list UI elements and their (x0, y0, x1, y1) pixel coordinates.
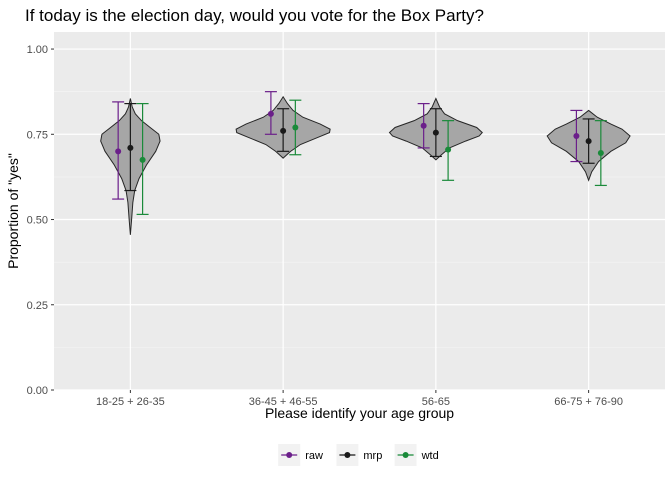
point-raw (573, 132, 580, 139)
point-raw (267, 110, 274, 117)
y-tick-label: 0.00 (27, 385, 48, 397)
y-axis-title: Proportion of "yes" (5, 153, 21, 269)
y-axis-ticks: 0.00 0.25 0.50 0.75 1.00 (27, 44, 54, 397)
point-wtd (445, 146, 452, 153)
point-raw (115, 148, 122, 155)
legend-key-point-mrp (344, 452, 351, 458)
point-wtd (139, 156, 146, 163)
point-wtd (292, 124, 299, 131)
point-mrp (127, 144, 134, 151)
x-axis-title: Please identify your age group (265, 405, 454, 421)
legend-label-raw: raw (305, 450, 323, 462)
point-mrp (432, 129, 439, 136)
legend-key-point-wtd (402, 452, 409, 458)
chart-title: If today is the election day, would you … (25, 6, 484, 25)
x-axis-ticks: 18-25 + 26-35 36-45 + 46-55 56-65 66-75 + 7… (96, 390, 623, 408)
point-wtd (597, 150, 604, 157)
point-raw (420, 122, 427, 129)
error-bars (112, 91, 607, 216)
x-tick-label: 36-45 + 46-55 (249, 396, 318, 408)
x-tick-label: 18-25 + 26-35 (96, 396, 165, 408)
point-mrp (585, 138, 592, 145)
y-tick-label: 0.75 (27, 129, 48, 141)
y-tick-label: 0.50 (27, 215, 48, 227)
x-tick-label: 56-65 (422, 396, 450, 408)
minor-gridlines (54, 91, 665, 348)
legend: raw mrp wtd (278, 444, 439, 466)
x-tick-label: 66-75 + 76-90 (554, 396, 623, 408)
point-mrp (280, 127, 287, 134)
legend-label-mrp: mrp (363, 450, 382, 462)
plot-panel (54, 32, 665, 390)
legend-key-point-raw (286, 452, 293, 458)
legend-label-wtd: wtd (421, 450, 439, 462)
major-gridlines (54, 32, 665, 391)
y-tick-label: 0.25 (27, 300, 48, 312)
y-tick-label: 1.00 (27, 44, 48, 56)
